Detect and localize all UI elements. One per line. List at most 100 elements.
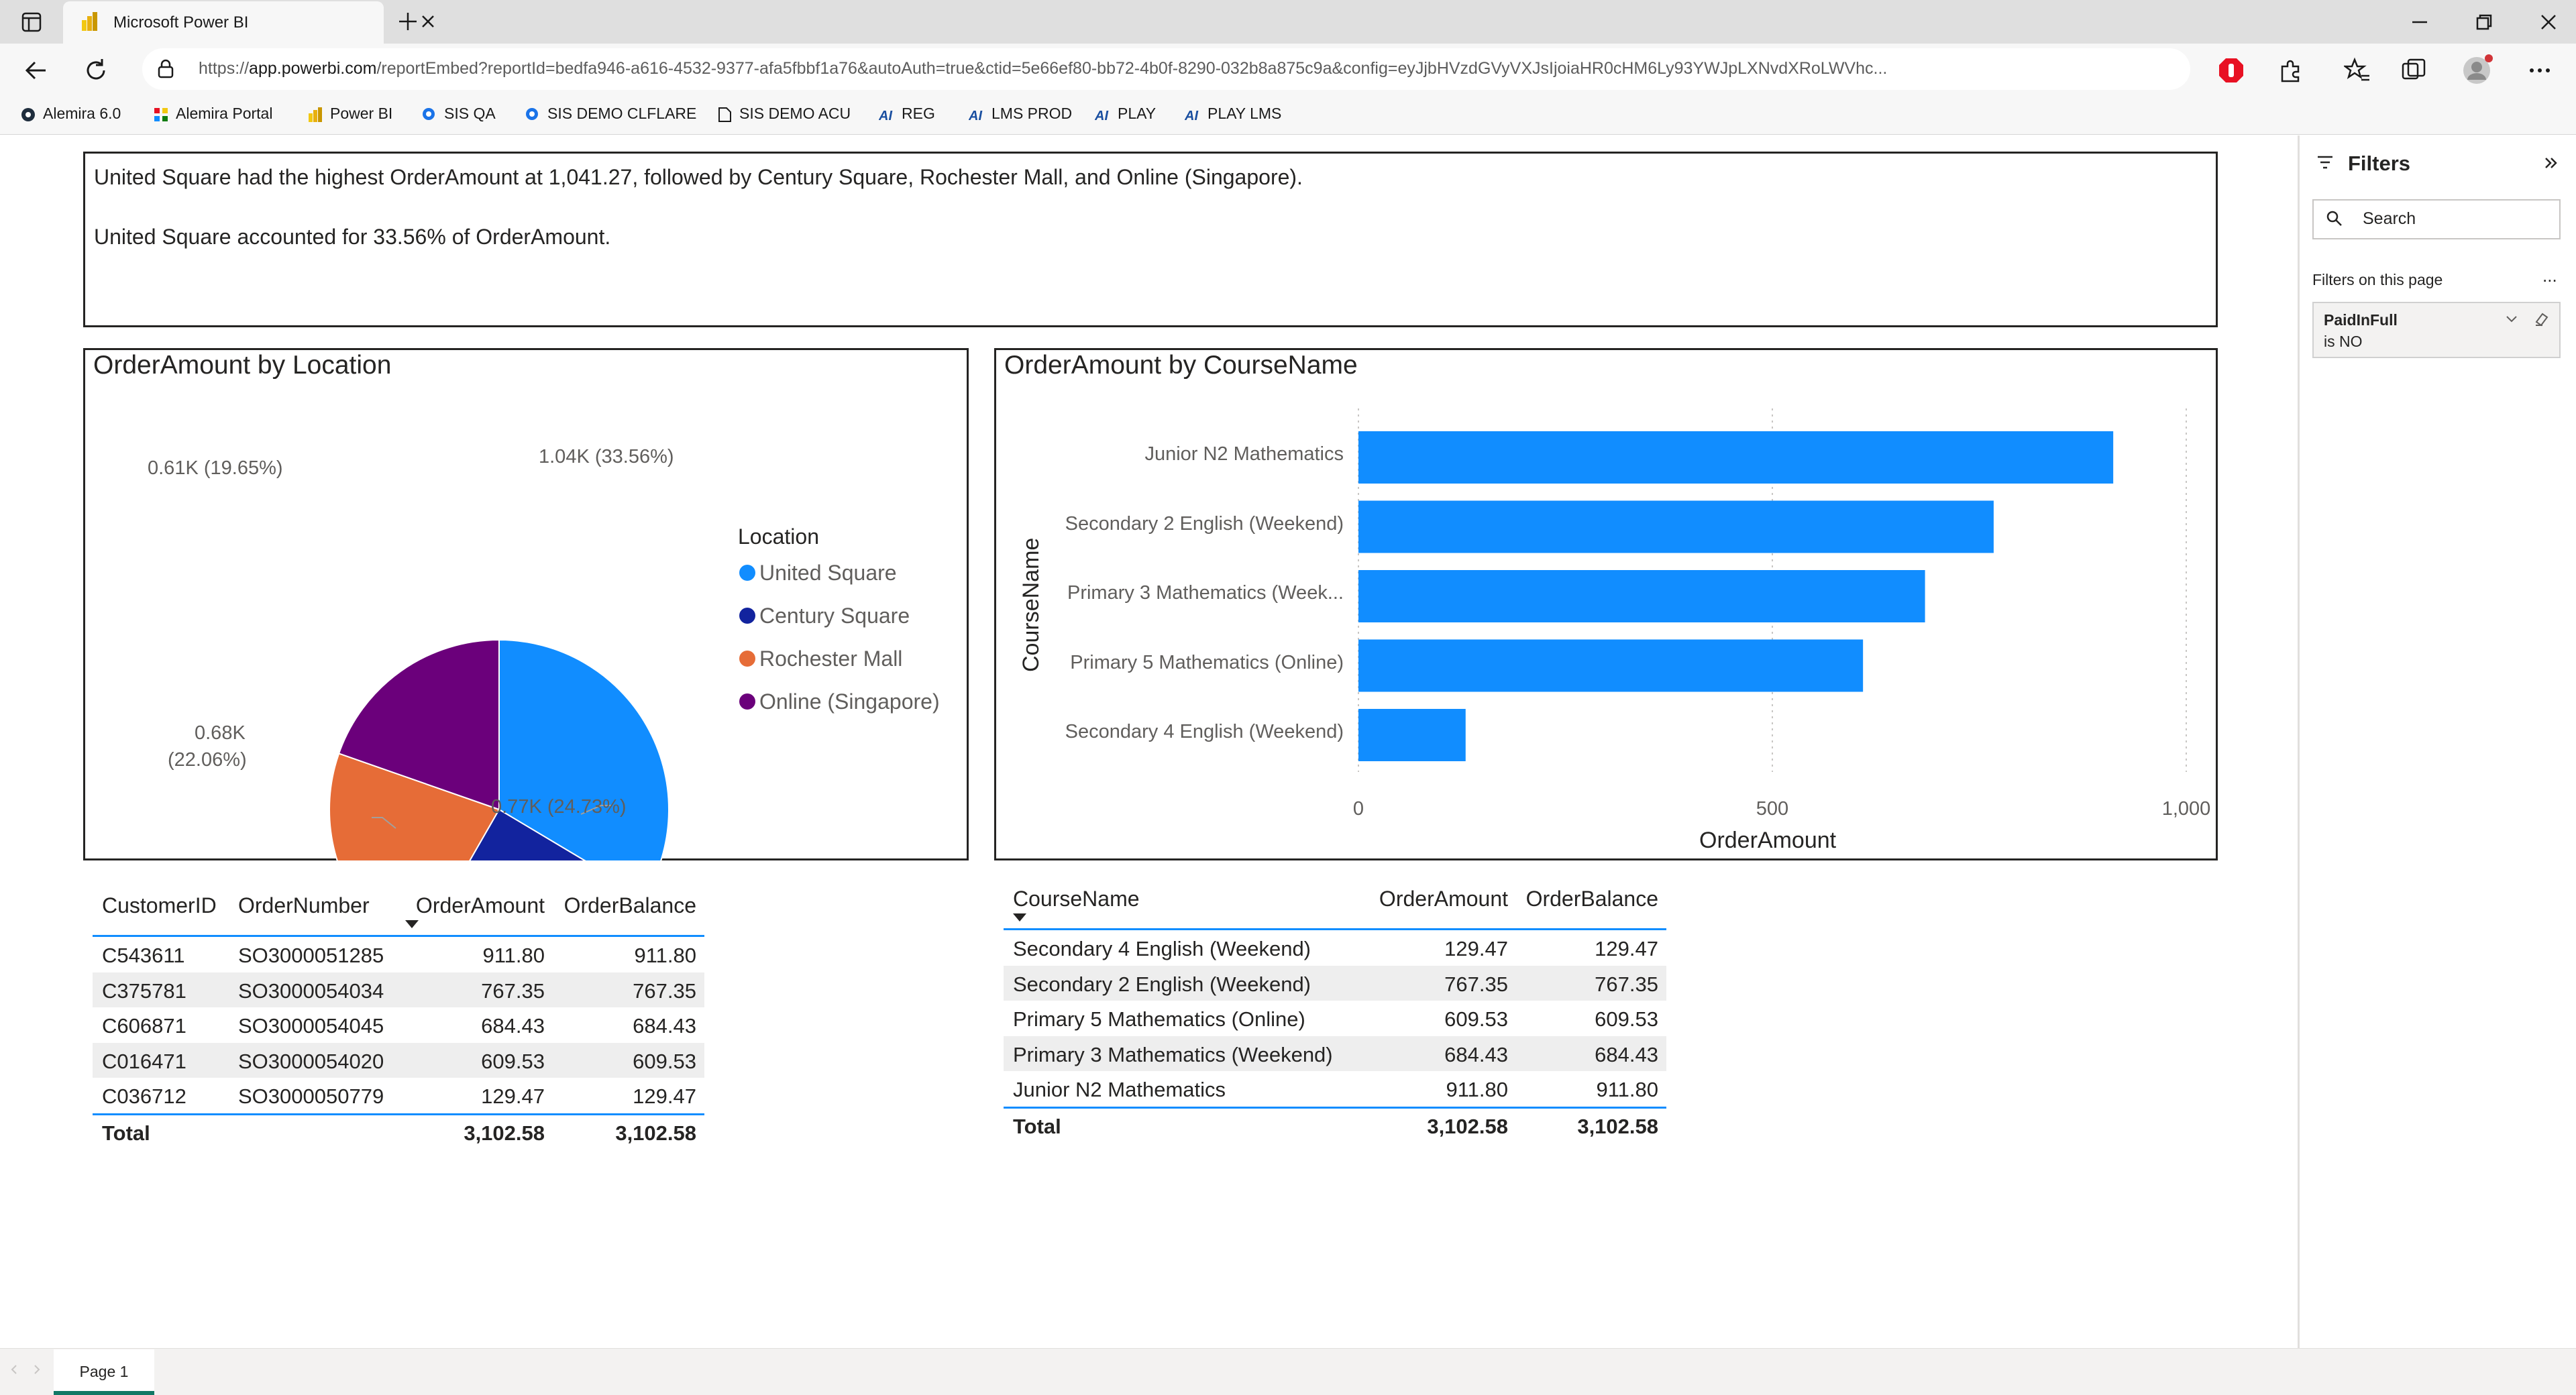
alemira-portal-icon	[154, 107, 168, 121]
more-menu-icon[interactable]	[2526, 57, 2553, 84]
bookmarks-bar	[0, 97, 2576, 135]
minimize-icon[interactable]	[2408, 11, 2431, 34]
table-header-orderbalance[interactable]: OrderBalance	[1525, 887, 1658, 911]
bookmark-power-bi[interactable]: Power BI	[307, 101, 392, 125]
table-row[interactable]	[93, 972, 704, 1007]
bar-primary-5-mathematics-online[interactable]	[1358, 639, 1864, 692]
table-header-customerid[interactable]: CustomerID	[102, 893, 217, 917]
new-tab-icon[interactable]	[396, 9, 420, 34]
table-cell-coursename: Junior N2 Mathematics	[1013, 1078, 1226, 1101]
browser-tab[interactable]: Microsoft Power BI	[63, 1, 434, 44]
smart-narrative-card[interactable]	[83, 152, 2218, 327]
table-header-orderamount[interactable]: OrderAmount	[1379, 887, 1508, 911]
eraser-icon[interactable]	[2533, 310, 2551, 327]
table-row[interactable]	[93, 1042, 704, 1078]
table-cell-orderamount: 129.47	[481, 1084, 545, 1108]
svg-text:AI: AI	[1095, 109, 1108, 123]
bar-category-label: Primary 5 Mathematics (Online)	[1070, 651, 1344, 673]
collections-icon[interactable]	[2400, 57, 2427, 84]
legend-dot-icon	[739, 650, 755, 667]
table-header-coursename[interactable]: CourseName	[1013, 887, 1140, 911]
pie-legend-item-united-square[interactable]: United Square	[739, 561, 897, 585]
narrative-line-1: United Square had the highest OrderAmoun…	[94, 165, 1303, 189]
page-tab-page-1[interactable]: Page 1	[54, 1349, 154, 1395]
table-row[interactable]	[1004, 1001, 1666, 1036]
pie-slice-united-square[interactable]	[498, 638, 669, 860]
table-row[interactable]	[1004, 1036, 1666, 1071]
page-tab-label: Page 1	[79, 1363, 129, 1380]
filters-more-options[interactable]: ...	[2542, 266, 2557, 286]
close-tab-icon[interactable]	[416, 9, 440, 34]
table-row[interactable]	[1004, 930, 1666, 966]
bar-secondary-4-english-weekend[interactable]	[1358, 709, 1466, 761]
pie-slice-online-singapore[interactable]	[337, 638, 500, 811]
table-row[interactable]	[1004, 965, 1666, 1001]
pie-label-online-singapore: 0.61K (19.65%)	[148, 457, 283, 479]
close-window-icon[interactable]	[2537, 11, 2560, 34]
bookmark-lms-prod[interactable]: AI LMS PROD	[968, 105, 1073, 123]
filter-icon	[2318, 156, 2332, 169]
bookmark-alemira[interactable]: Alemira 6.0	[20, 101, 121, 125]
bar-category-label: Primary 3 Mathematics (Week...	[1067, 582, 1344, 604]
table-cell-orderbalance: 684.43	[633, 1014, 696, 1038]
pie-legend-item-rochester-mall[interactable]: Rochester Mall	[739, 647, 902, 671]
table-total-label: Total	[102, 1121, 150, 1145]
filter-card-name: PaidInFull	[2324, 311, 2398, 329]
adblock-extension-icon[interactable]	[2218, 57, 2245, 84]
profile-avatar[interactable]	[2461, 53, 2496, 88]
pie-legend-item-online-singapore[interactable]: Online (Singapore)	[739, 689, 940, 714]
table-header-orderbalance[interactable]: OrderBalance	[564, 893, 696, 917]
address-bar[interactable]	[142, 48, 2190, 90]
ai-icon: AI	[1094, 109, 1108, 123]
restore-icon[interactable]	[2473, 11, 2496, 34]
table-row[interactable]	[93, 1007, 704, 1043]
table-total-label: Total	[1013, 1114, 1061, 1138]
refresh-icon[interactable]	[82, 56, 110, 85]
tab-actions-icon[interactable]	[21, 12, 42, 32]
collapse-pane-icon[interactable]	[2542, 154, 2560, 172]
site-info-icon[interactable]	[156, 59, 176, 79]
bar-primary-3-mathematics-weekend[interactable]	[1358, 570, 1925, 622]
favorites-icon[interactable]	[2344, 57, 2371, 84]
bookmark-play-lms[interactable]: AI PLAY LMS	[1184, 105, 1282, 123]
table-cell-orderbalance: 129.47	[1595, 937, 1658, 960]
search-icon	[2326, 211, 2342, 226]
bookmark-sis-qa[interactable]: SIS QA	[421, 101, 496, 125]
table-header-orderamount[interactable]: OrderAmount	[415, 893, 545, 917]
table-header-ordernumber[interactable]: OrderNumber	[238, 893, 370, 917]
bookmark-reg[interactable]: AI REG	[878, 105, 935, 123]
chevron-down-icon[interactable]	[2504, 311, 2520, 327]
pie-legend-item-century-square[interactable]: Century Square	[739, 604, 910, 628]
table-total-balance: 3,102.58	[615, 1121, 696, 1145]
chevron-right-icon[interactable]	[30, 1361, 44, 1378]
pie-slice-rochester-mall[interactable]	[329, 752, 500, 860]
pie-label-united-square: 1.04K (33.56%)	[539, 446, 674, 467]
pie-slice-century-square[interactable]	[415, 808, 645, 860]
filters-search-input[interactable]	[2312, 199, 2561, 239]
back-icon[interactable]	[21, 56, 50, 85]
bar-category-label: Secondary 4 English (Weekend)	[1065, 721, 1344, 742]
filter-card-paidinfull[interactable]	[2312, 302, 2561, 358]
chevron-left-icon[interactable]	[7, 1361, 21, 1378]
extensions-icon[interactable]	[2277, 57, 2304, 84]
bookmark-sis-demo-acu[interactable]: SIS DEMO ACU	[716, 101, 851, 125]
pie-label-century-square: 0.77K (24.73%)	[491, 796, 627, 818]
sort-descending-icon[interactable]	[1013, 913, 1026, 922]
sort-descending-icon[interactable]	[405, 920, 419, 928]
table-cell-orderamount: 767.35	[1444, 972, 1508, 996]
table-row[interactable]	[1004, 1071, 1666, 1107]
bar-chart-title: OrderAmount by CourseName	[1004, 351, 1358, 380]
table-total-divider	[1004, 1106, 1666, 1109]
bar-secondary-2-english-weekend[interactable]	[1358, 500, 1994, 553]
pie-legend-label: Online (Singapore)	[759, 689, 940, 714]
table-row[interactable]	[93, 937, 704, 972]
powerbi-icon	[82, 12, 97, 31]
table-row[interactable]	[93, 1078, 704, 1113]
page-icon	[718, 107, 731, 122]
bookmark-sis-demo-clflare[interactable]: SIS DEMO CLFLARE	[525, 101, 696, 125]
bookmark-alemira-portal[interactable]: Alemira Portal	[153, 101, 272, 125]
table-cell-orderbalance: 767.35	[633, 979, 696, 1003]
table-cell-customerid: C016471	[102, 1049, 186, 1073]
bar-junior-n2-mathematics[interactable]	[1358, 431, 2114, 484]
bookmark-play[interactable]: AI PLAY	[1094, 105, 1157, 123]
